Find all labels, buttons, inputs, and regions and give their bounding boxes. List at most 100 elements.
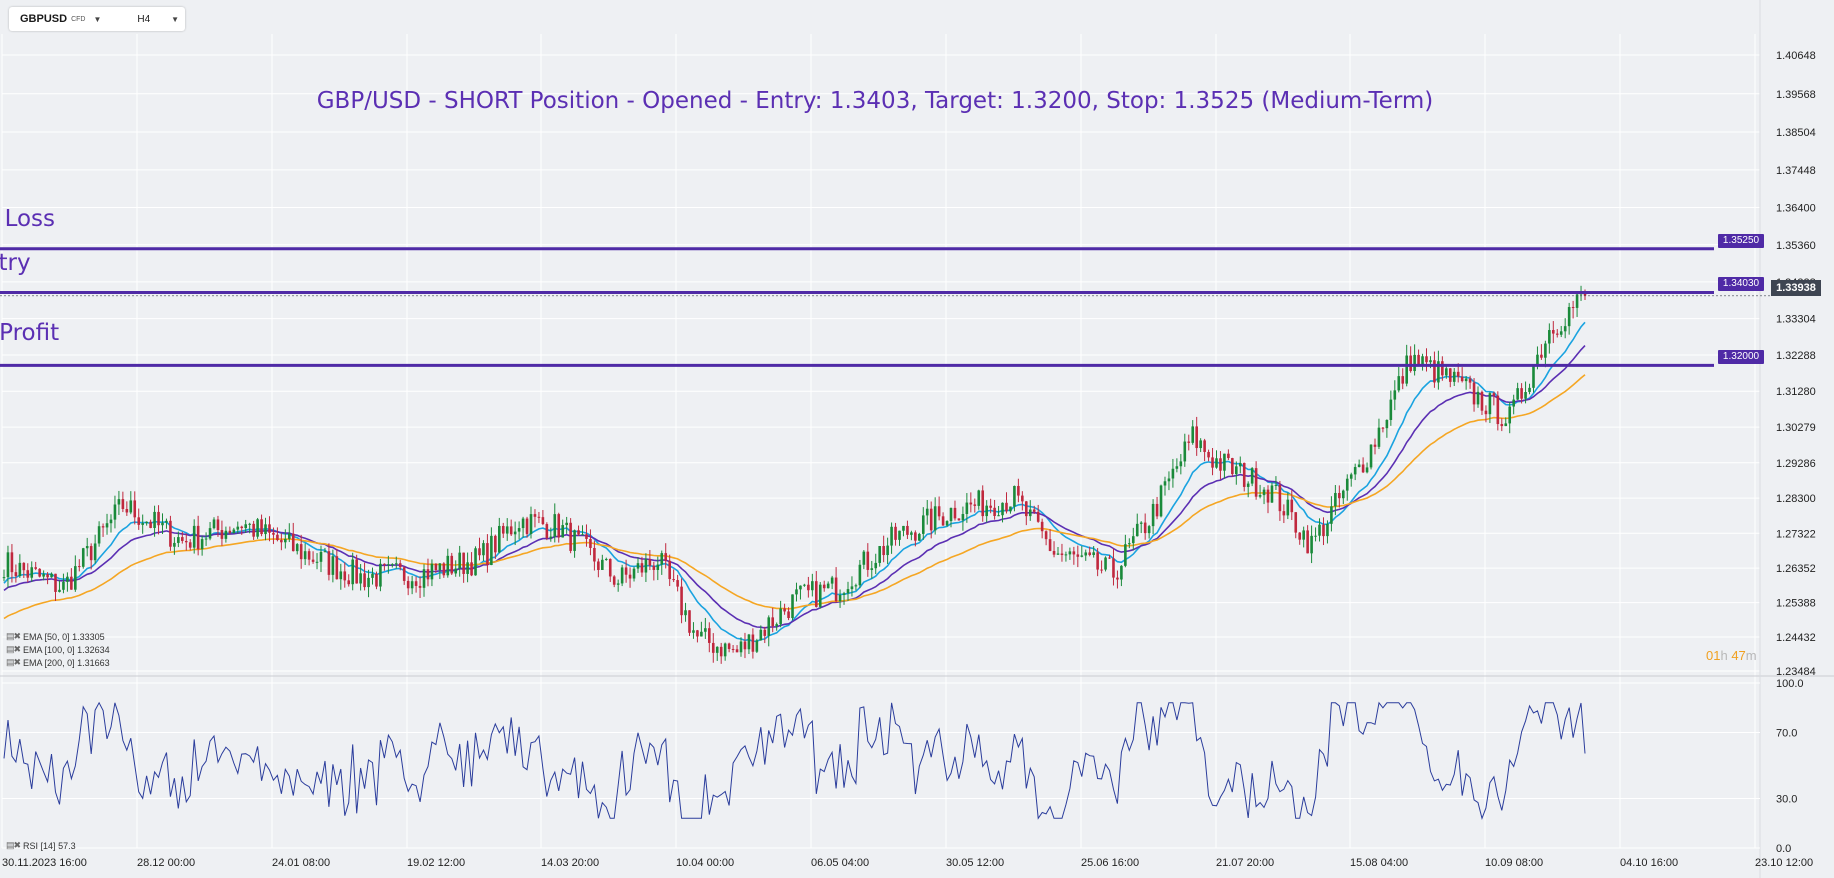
- entry-label: Entry: [0, 250, 31, 276]
- candle-body: [74, 566, 77, 590]
- indicator-settings-icon[interactable]: ▤✖: [6, 644, 21, 654]
- candle-body: [1421, 356, 1424, 366]
- candle-body: [921, 515, 925, 534]
- timeframe-dropdown-icon[interactable]: ▼: [171, 14, 180, 24]
- ema100-legend[interactable]: ▤✖ EMA [100, 0] 1.32634: [6, 644, 110, 655]
- entry-price-tag[interactable]: 1.34030: [1718, 277, 1764, 291]
- symbol-dropdown-icon[interactable]: ▼: [93, 14, 102, 24]
- candle-body: [624, 567, 628, 575]
- candle-body: [1417, 354, 1420, 366]
- candle-body: [1064, 554, 1068, 556]
- candle-body: [14, 572, 18, 577]
- candle-body: [276, 534, 279, 541]
- candle-body: [1120, 565, 1123, 580]
- candle-body: [838, 594, 842, 602]
- candle-body: [680, 586, 683, 616]
- candle-body: [965, 502, 969, 515]
- ema50-legend[interactable]: ▤✖ EMA [50, 0] 1.33305: [6, 631, 105, 642]
- candle-body: [799, 585, 802, 590]
- candle-body: [1128, 543, 1131, 545]
- rsi-legend[interactable]: ▤✖ RSI [14] 57.3: [6, 840, 76, 851]
- candle-body: [719, 646, 723, 657]
- candle-body: [248, 523, 251, 525]
- time-axis-label: 30.05 12:00: [946, 857, 1004, 869]
- candle-body: [1306, 530, 1309, 554]
- candle-body: [335, 556, 339, 580]
- candle-body: [260, 519, 263, 535]
- candle-body: [660, 553, 664, 565]
- ema200-line: [3, 374, 1586, 620]
- candle-body: [1357, 464, 1361, 468]
- candle-body: [438, 563, 442, 571]
- candle-body: [565, 522, 568, 526]
- candle-body: [1163, 481, 1167, 486]
- candle-body: [1373, 444, 1377, 447]
- candle-body: [220, 530, 224, 539]
- indicator-settings-icon[interactable]: ▤✖: [6, 840, 21, 850]
- ema200-legend[interactable]: ▤✖ EMA [200, 0] 1.31663: [6, 657, 110, 668]
- candle-body: [212, 519, 216, 529]
- candle-body: [200, 539, 204, 550]
- candle-body: [1131, 536, 1135, 544]
- candle-body: [1048, 539, 1052, 551]
- current-price-tag: 1.33938: [1771, 280, 1821, 296]
- candle-body: [1326, 523, 1329, 537]
- candle-body: [208, 528, 212, 539]
- candle-body: [1171, 468, 1175, 479]
- candle-body: [42, 574, 45, 577]
- candle-body: [704, 628, 707, 632]
- candle-body: [10, 552, 14, 573]
- candle-body: [553, 514, 557, 537]
- candle-body: [1223, 453, 1226, 471]
- candle-body: [1219, 458, 1222, 471]
- indicator-settings-icon[interactable]: ▤✖: [6, 631, 21, 641]
- candle-body: [961, 514, 965, 521]
- candle-body: [1445, 368, 1448, 376]
- candle-body: [1092, 552, 1095, 556]
- candle-body: [672, 579, 675, 581]
- candle-body: [490, 535, 493, 566]
- candle-body: [981, 490, 985, 517]
- candle-body: [1108, 557, 1111, 559]
- indicator-settings-icon[interactable]: ▤✖: [6, 657, 21, 667]
- candle-body: [450, 555, 454, 574]
- symbol-name[interactable]: GBPUSD: [20, 13, 68, 25]
- candle-body: [1199, 440, 1202, 449]
- candle-body: [1278, 484, 1282, 512]
- candle-body: [803, 584, 806, 586]
- candle-body: [1096, 552, 1099, 570]
- candle-body: [957, 518, 961, 521]
- candle-body: [997, 515, 1000, 517]
- candle-body: [1448, 368, 1452, 382]
- candle-body: [783, 608, 786, 612]
- candle-body: [2, 577, 6, 579]
- rsi-axis-label: 0.0: [1776, 843, 1791, 855]
- candle-body: [1318, 524, 1321, 536]
- candle-body: [1385, 419, 1389, 429]
- take-profit-price-tag[interactable]: 1.32000: [1718, 350, 1764, 364]
- candle-body: [1060, 553, 1064, 556]
- timeframe-select[interactable]: H4: [137, 13, 151, 25]
- candle-body: [181, 537, 184, 541]
- candle-body: [1338, 492, 1341, 499]
- candle-body: [291, 533, 295, 552]
- candle-body: [117, 499, 121, 505]
- candle-body: [1155, 503, 1159, 517]
- candle-body: [1492, 393, 1496, 396]
- ema-lines: [3, 321, 1586, 643]
- candle-body: [1532, 366, 1535, 388]
- stop-loss-price-tag[interactable]: 1.35250: [1718, 234, 1764, 248]
- candle-body: [743, 641, 747, 650]
- symbol-toolbar[interactable]: GBPUSD CFD ▼ H4 ▼: [9, 7, 185, 31]
- candle-body: [616, 583, 620, 585]
- stop-loss-label: Stop Loss: [0, 206, 56, 232]
- candle-body: [763, 629, 767, 636]
- candle-body: [1084, 552, 1088, 556]
- candle-body: [842, 593, 846, 595]
- candle-body: [1207, 451, 1210, 458]
- candle-body: [54, 573, 57, 592]
- candle-body: [529, 514, 533, 534]
- candle-body: [549, 536, 553, 539]
